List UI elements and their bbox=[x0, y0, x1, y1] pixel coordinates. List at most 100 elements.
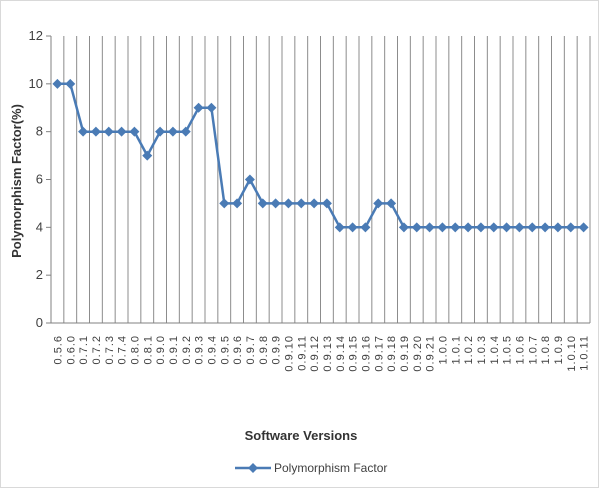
x-tick-label: 0.9.0 bbox=[155, 335, 167, 364]
data-point bbox=[129, 126, 140, 137]
data-point bbox=[527, 222, 538, 233]
x-tick-label: 1.0.11 bbox=[579, 335, 591, 371]
x-tick-label: 1.0.7 bbox=[527, 335, 539, 364]
x-tick-label: 1.0.2 bbox=[463, 335, 475, 364]
data-point bbox=[283, 198, 294, 209]
data-point bbox=[309, 198, 320, 209]
y-tick-label: 4 bbox=[36, 219, 43, 234]
data-point bbox=[232, 198, 243, 209]
x-tick-label: 0.8.0 bbox=[129, 335, 141, 364]
x-tick-label: 0.9.3 bbox=[194, 335, 206, 364]
data-point bbox=[463, 222, 474, 233]
data-point bbox=[565, 222, 576, 233]
x-tick-label: 0.7.1 bbox=[78, 335, 90, 364]
x-tick-label: 1.0.1 bbox=[450, 335, 462, 364]
data-point bbox=[244, 174, 255, 185]
x-tick-label: 0.7.3 bbox=[104, 335, 116, 364]
x-tick-label: 0.9.12 bbox=[309, 335, 321, 372]
x-tick-label: 1.0.10 bbox=[566, 335, 578, 372]
x-tick-label: 0.7.4 bbox=[117, 335, 129, 364]
data-point bbox=[398, 222, 409, 233]
data-point bbox=[296, 198, 307, 209]
x-tick-label: 0.7.2 bbox=[91, 335, 103, 364]
data-point bbox=[552, 222, 563, 233]
y-tick-label: 10 bbox=[29, 76, 43, 91]
data-point bbox=[180, 126, 191, 137]
data-point bbox=[475, 222, 486, 233]
data-point bbox=[321, 198, 332, 209]
x-axis-title: Software Versions bbox=[245, 428, 358, 443]
x-tick-label: 0.6.0 bbox=[65, 335, 77, 364]
y-tick-label: 12 bbox=[29, 28, 43, 43]
data-point bbox=[488, 222, 499, 233]
data-point bbox=[437, 222, 448, 233]
data-point bbox=[334, 222, 345, 233]
x-tick-label: 0.9.1 bbox=[168, 335, 180, 364]
data-point bbox=[450, 222, 461, 233]
data-point bbox=[90, 126, 101, 137]
x-tick-label: 0.9.4 bbox=[206, 335, 218, 364]
data-point bbox=[116, 126, 127, 137]
x-tick-label: 0.9.9 bbox=[271, 335, 283, 364]
x-tick-label: 0.9.13 bbox=[322, 335, 334, 372]
x-tick-label: 1.0.4 bbox=[489, 335, 501, 364]
x-tick-label: 0.8.1 bbox=[142, 335, 154, 364]
x-tick-label: 0.9.11 bbox=[296, 335, 308, 371]
data-point bbox=[206, 102, 217, 113]
y-axis-title: Polymorphism Factor(%) bbox=[9, 104, 24, 258]
x-tick-label: 0.9.15 bbox=[348, 335, 360, 372]
x-tick-label: 0.9.19 bbox=[399, 335, 411, 372]
data-point bbox=[578, 222, 589, 233]
data-point bbox=[270, 198, 281, 209]
data-point bbox=[373, 198, 384, 209]
data-point bbox=[257, 198, 268, 209]
vertical-gridlines bbox=[50, 36, 591, 323]
y-tick-label: 8 bbox=[36, 124, 43, 139]
axes bbox=[46, 35, 590, 324]
x-tick-label: 0.9.21 bbox=[425, 335, 437, 372]
data-point bbox=[78, 126, 89, 137]
x-tick-label: 1.0.6 bbox=[514, 335, 526, 364]
legend-label: Polymorphism Factor bbox=[274, 461, 387, 475]
y-tick-label: 0 bbox=[36, 315, 43, 330]
y-tick-label: 2 bbox=[36, 267, 43, 282]
data-point bbox=[411, 222, 422, 233]
data-point bbox=[514, 222, 525, 233]
x-tick-label: 0.9.7 bbox=[245, 335, 257, 364]
data-point bbox=[424, 222, 435, 233]
x-tick-label: 0.9.6 bbox=[232, 335, 244, 364]
data-point bbox=[501, 222, 512, 233]
series-polymorphism-factor bbox=[52, 78, 589, 233]
data-point bbox=[347, 222, 358, 233]
x-tick-label: 0.9.20 bbox=[412, 335, 424, 372]
x-tick-label: 0.9.10 bbox=[283, 335, 295, 372]
x-tick-label: 0.9.2 bbox=[181, 335, 193, 364]
data-point bbox=[193, 102, 204, 113]
x-tick-labels: 0.5.6 0.6.0 0.7.1 0.7.2 0.7.3 0.7.4 0.8.0 0.8.1… bbox=[52, 335, 590, 372]
x-tick-label: 1.0.5 bbox=[502, 335, 514, 364]
legend: Polymorphism Factor bbox=[235, 461, 387, 475]
data-point bbox=[167, 126, 178, 137]
x-tick-label: 1.0.0 bbox=[437, 335, 449, 364]
x-tick-label: 0.9.16 bbox=[360, 335, 372, 372]
x-tick-label: 0.9.17 bbox=[373, 335, 385, 372]
x-tick-label: 0.9.14 bbox=[335, 335, 347, 372]
data-point bbox=[142, 150, 153, 161]
data-point bbox=[103, 126, 114, 137]
y-tick-label: 6 bbox=[36, 172, 43, 187]
data-point bbox=[155, 126, 166, 137]
data-point bbox=[65, 78, 76, 89]
x-tick-label: 0.9.18 bbox=[386, 335, 398, 372]
legend-marker bbox=[248, 463, 258, 473]
y-tick-labels: 0 2 4 6 8 10 12 bbox=[29, 28, 43, 330]
x-tick-label: 0.9.8 bbox=[258, 335, 270, 364]
x-tick-label: 0.5.6 bbox=[52, 335, 64, 364]
data-point bbox=[219, 198, 230, 209]
x-tick-label: 1.0.3 bbox=[476, 335, 488, 364]
x-tick-label: 1.0.9 bbox=[553, 335, 565, 364]
x-tick-label: 0.9.5 bbox=[219, 335, 231, 364]
data-point bbox=[386, 198, 397, 209]
data-point bbox=[360, 222, 371, 233]
